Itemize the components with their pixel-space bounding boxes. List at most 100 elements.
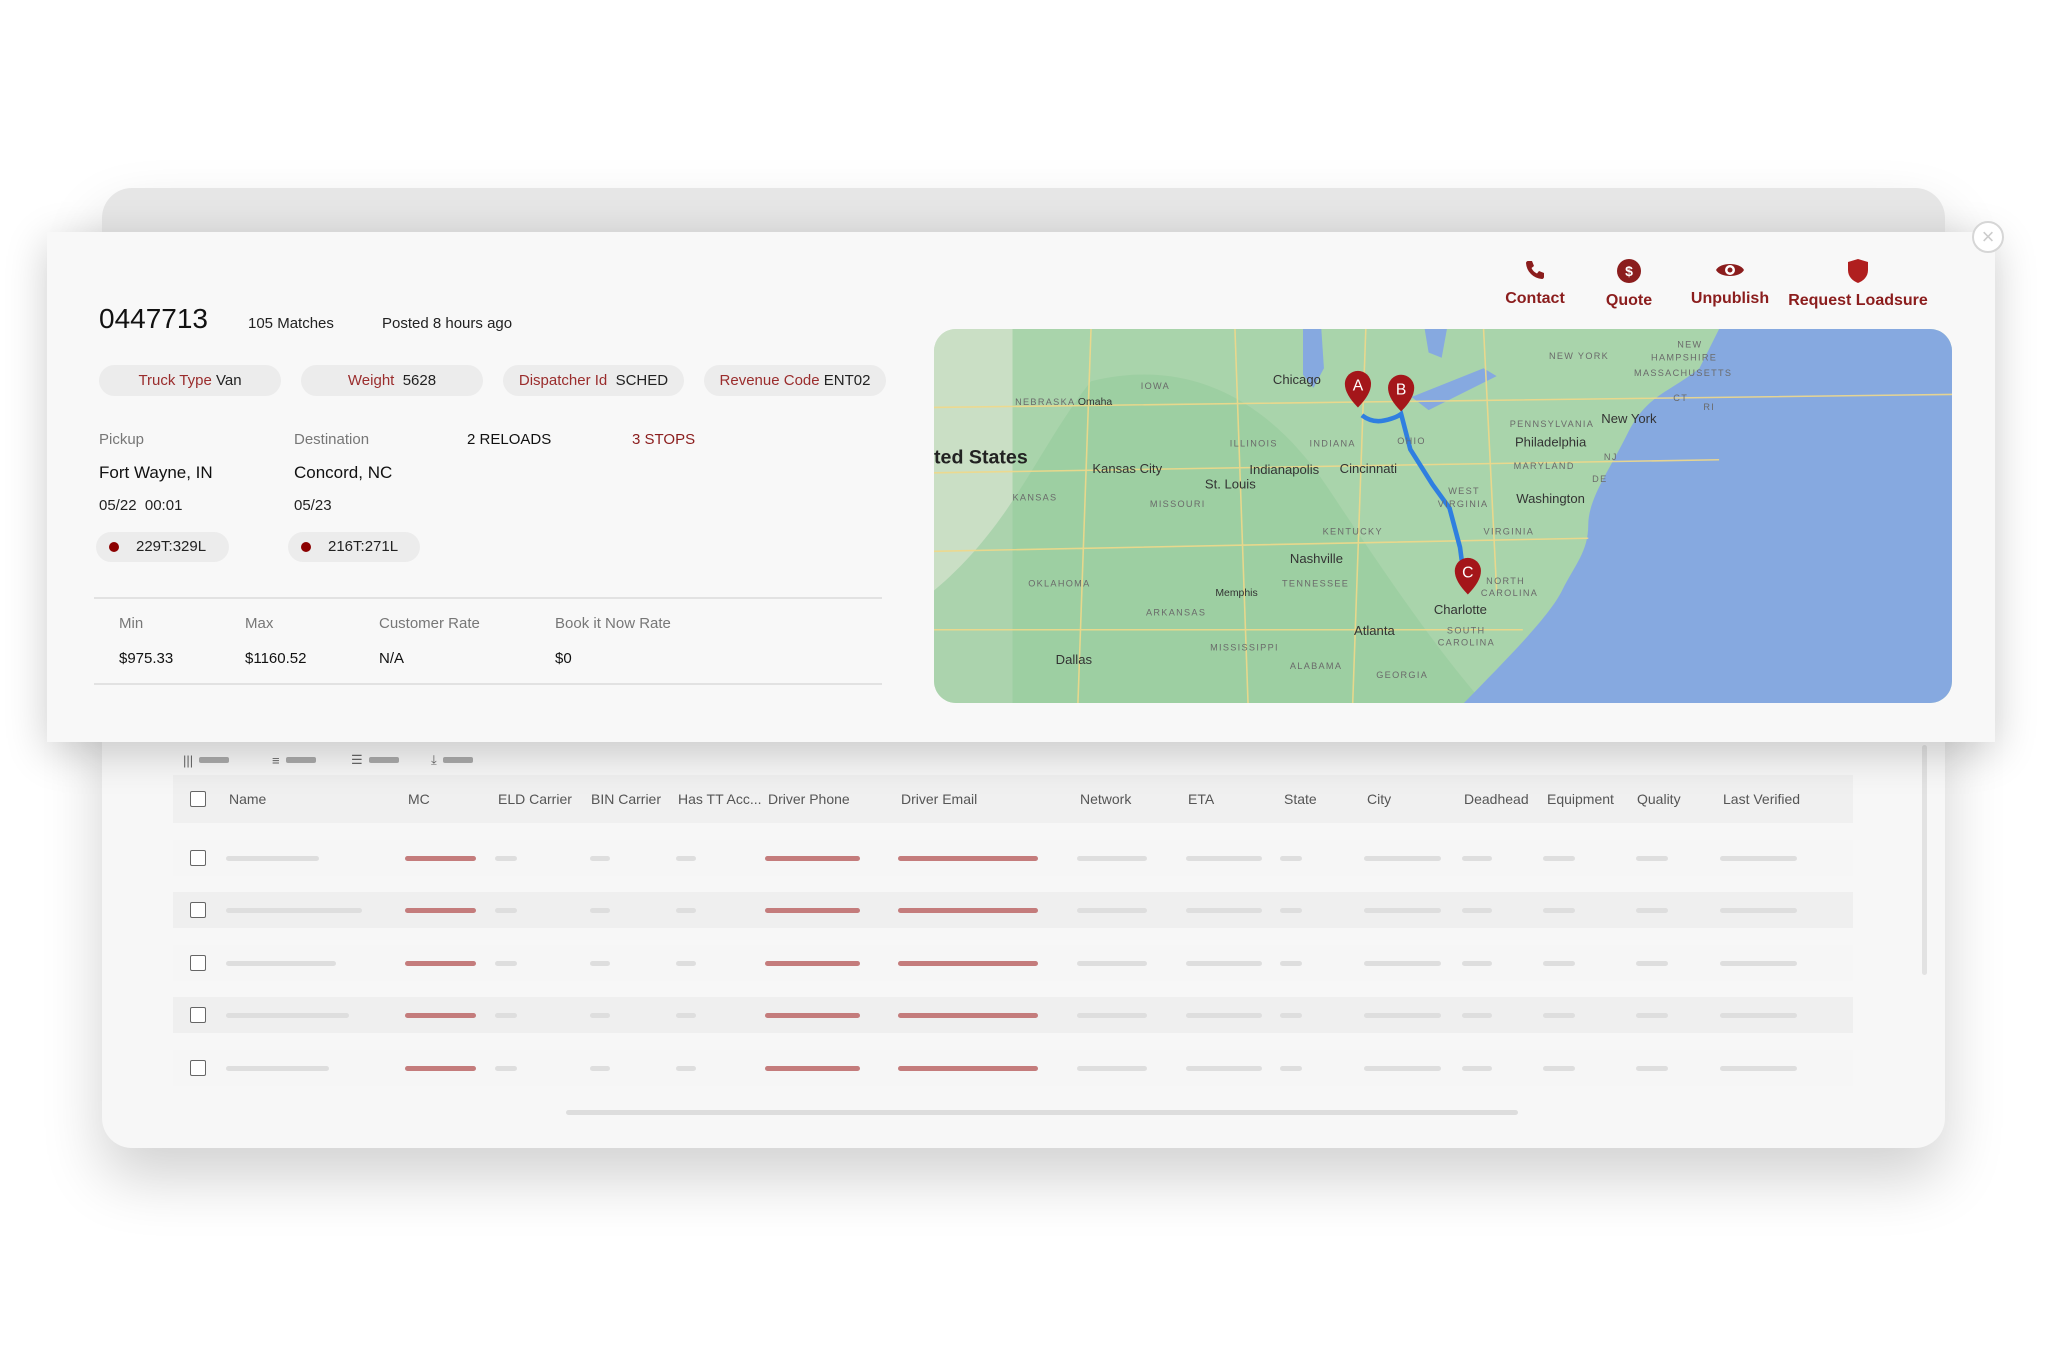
svg-text:C: C <box>1462 564 1473 581</box>
divider <box>94 683 882 685</box>
cell-placeholder <box>1543 961 1575 966</box>
chip-truck-type: Truck Type Van <box>99 365 281 396</box>
close-icon: × <box>1981 224 1995 249</box>
cell-placeholder <box>1636 961 1668 966</box>
cell-placeholder <box>765 908 860 913</box>
table-header <box>173 775 1853 823</box>
cell-placeholder <box>898 908 1038 913</box>
cell-placeholder <box>1543 1066 1575 1071</box>
column-header[interactable]: MC <box>408 791 430 807</box>
cell-placeholder <box>495 908 517 913</box>
cell-placeholder <box>1720 856 1797 861</box>
select-all-checkbox[interactable] <box>190 791 206 807</box>
cell-placeholder <box>1077 1066 1147 1071</box>
cell-placeholder <box>765 856 860 861</box>
map-label: DE <box>1592 474 1607 484</box>
column-header[interactable]: State <box>1284 791 1317 807</box>
export-icon: ⤓ <box>431 752 437 767</box>
destination-label: Destination <box>294 431 370 448</box>
map-city: Indianapolis <box>1249 462 1319 477</box>
cell-placeholder <box>1280 908 1302 913</box>
row-checkbox[interactable] <box>190 955 206 971</box>
horizontal-scrollbar[interactable] <box>566 1110 1518 1115</box>
cell-placeholder <box>1462 908 1492 913</box>
request-loadsure-button[interactable]: Request Loadsure <box>1783 258 1933 310</box>
destination-city: Concord, NC <box>294 463 393 482</box>
map-city: Chicago <box>1273 372 1321 387</box>
eye-icon <box>1716 264 1744 276</box>
column-header[interactable]: Quality <box>1637 791 1681 807</box>
reloads-link[interactable]: 2 RELOADS <box>467 431 552 448</box>
cell-placeholder <box>676 961 696 966</box>
cell-placeholder <box>1720 1013 1797 1018</box>
filter-button[interactable]: ≡ <box>272 752 316 768</box>
load-id: 0447713 <box>99 303 209 334</box>
route-map[interactable]: NEBRASKA IOWA ILLINOIS INDIANA OHIO KANS… <box>934 329 1952 703</box>
map-label: RI <box>1703 402 1715 412</box>
marker-a[interactable]: A <box>1344 370 1372 408</box>
cell-placeholder <box>676 1066 696 1071</box>
destination-date: 05/23 <box>294 497 332 514</box>
map-city: Cincinnati <box>1340 461 1398 476</box>
columns-button[interactable]: ||| <box>183 752 230 768</box>
marker-b[interactable]: B <box>1388 374 1415 412</box>
map-label: IOWA <box>1141 381 1170 391</box>
cell-placeholder <box>1077 961 1147 966</box>
vertical-scrollbar[interactable] <box>1922 745 1927 975</box>
map-label: MARYLAND <box>1514 461 1575 471</box>
map-label: OHIO <box>1397 436 1426 446</box>
cell-placeholder <box>495 961 517 966</box>
map-label: NEBRASKA <box>1015 397 1075 407</box>
column-header[interactable]: Driver Email <box>901 791 978 807</box>
svg-text:A: A <box>1353 377 1364 394</box>
cell-placeholder <box>1186 856 1262 861</box>
column-header[interactable]: Equipment <box>1547 791 1614 807</box>
cell-placeholder <box>1280 1013 1302 1018</box>
density-button[interactable]: ☰ <box>351 752 399 768</box>
cell-placeholder <box>226 1066 329 1071</box>
map-label: OKLAHOMA <box>1028 579 1090 589</box>
column-header[interactable]: ELD Carrier <box>498 791 572 807</box>
marker-c[interactable]: C <box>1454 557 1481 595</box>
cell-placeholder <box>590 856 610 861</box>
posted-time: Posted 8 hours ago <box>382 315 513 332</box>
cell-placeholder <box>765 1066 860 1071</box>
svg-text:B: B <box>1396 381 1406 398</box>
status-dot <box>301 542 311 552</box>
map-label: ARKANSAS <box>1146 607 1206 617</box>
row-checkbox[interactable] <box>190 1007 206 1023</box>
row-checkbox[interactable] <box>190 850 206 866</box>
map-label: CAROLINA <box>1438 637 1495 647</box>
map-city: Nashville <box>1290 551 1343 566</box>
row-checkbox[interactable] <box>190 902 206 918</box>
cell-placeholder <box>1364 908 1441 913</box>
close-button[interactable]: × <box>1972 221 2004 253</box>
column-header[interactable]: Last Verified <box>1723 791 1801 807</box>
column-header[interactable]: Name <box>229 791 267 807</box>
row-checkbox[interactable] <box>190 1060 206 1076</box>
column-header[interactable]: ETA <box>1188 791 1215 807</box>
column-header[interactable]: BIN Carrier <box>591 791 662 807</box>
column-header[interactable]: Deadhead <box>1464 791 1529 807</box>
column-header[interactable]: Network <box>1080 791 1132 807</box>
stops-link[interactable]: 3 STOPS <box>632 431 696 448</box>
cell-placeholder <box>226 961 336 966</box>
contact-button[interactable]: Contact <box>1495 258 1575 308</box>
export-button[interactable]: ⤓ <box>431 752 473 768</box>
column-header[interactable]: Has TT Acc... <box>678 791 762 807</box>
cell-placeholder <box>1364 856 1441 861</box>
cell-placeholder <box>1186 1066 1262 1071</box>
rate-max-value: $1160.52 <box>245 650 307 667</box>
chip-revenue-code: Revenue Code ENT02 <box>704 365 886 396</box>
customer-rate-label: Customer Rate <box>379 615 480 632</box>
map-label: SOUTH <box>1447 626 1486 636</box>
column-header[interactable]: City <box>1367 791 1392 807</box>
cell-placeholder <box>590 908 610 913</box>
cell-placeholder <box>765 961 860 966</box>
unpublish-button[interactable]: Unpublish <box>1680 258 1780 308</box>
cell-placeholder <box>590 1066 610 1071</box>
quote-button[interactable]: $ Quote <box>1594 258 1664 310</box>
cell-placeholder <box>1720 961 1797 966</box>
map-label: WEST <box>1448 486 1480 496</box>
column-header[interactable]: Driver Phone <box>768 791 850 807</box>
